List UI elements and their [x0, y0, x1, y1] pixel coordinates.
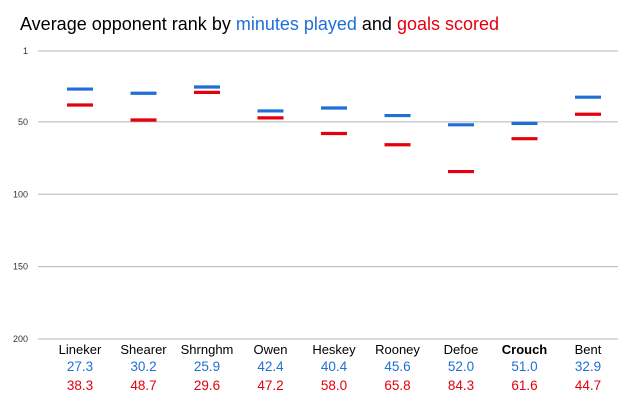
y-tick-100: 100: [13, 189, 28, 199]
category-label-heskey: Heskey: [312, 342, 356, 357]
value-label-goals-scored-rooney: 65.8: [384, 378, 410, 393]
value-label-minutes-played-shrnghm: 25.9: [194, 359, 220, 374]
y-tick-1: 1: [23, 46, 28, 56]
value-label-goals-scored-crouch: 61.6: [511, 378, 537, 393]
value-label-minutes-played-heskey: 40.4: [321, 359, 348, 374]
category-label-shearer: Shearer: [120, 342, 167, 357]
value-label-minutes-played-crouch: 51.0: [511, 359, 537, 374]
gridlines: [38, 50, 618, 340]
category-label-crouch: Crouch: [502, 342, 548, 357]
value-label-goals-scored-heskey: 58.0: [321, 378, 347, 393]
category-labels: Lineker Shearer Shrnghm Owen Heskey Rooney Def…: [59, 342, 602, 357]
category-label-lineker: Lineker: [59, 342, 102, 357]
value-label-minutes-played-rooney: 45.6: [384, 359, 410, 374]
title-conjunction: and: [357, 14, 397, 34]
chart-title: Average opponent rank by minutes played …: [20, 14, 499, 34]
value-label-goals-scored-bent: 44.7: [575, 378, 601, 393]
value-label-minutes-played-defoe: 52.0: [448, 359, 474, 374]
value-label-goals-scored-defoe: 84.3: [448, 378, 474, 393]
value-label-minutes-played-owen: 42.4: [257, 359, 284, 374]
value-label-goals-scored-lineker: 38.3: [67, 378, 93, 393]
title-prefix: Average opponent rank by: [20, 14, 236, 34]
title-series-1: minutes played: [236, 14, 357, 34]
value-labels: 27.3 38.3 30.2 48.7 25.9 29.6 42.4 47.2 40.4 58.0…: [67, 359, 601, 393]
y-tick-50: 50: [18, 117, 28, 127]
title-series-2: goals scored: [397, 14, 499, 34]
value-label-goals-scored-shearer: 48.7: [130, 378, 156, 393]
category-label-owen: Owen: [254, 342, 288, 357]
category-label-bent: Bent: [575, 342, 602, 357]
value-label-goals-scored-owen: 47.2: [257, 378, 283, 393]
category-label-rooney: Rooney: [375, 342, 420, 357]
value-label-minutes-played-lineker: 27.3: [67, 359, 93, 374]
y-tick-200: 200: [13, 334, 28, 344]
category-label-shrnghm: Shrnghm: [181, 342, 234, 357]
y-tick-150: 150: [13, 262, 28, 272]
value-label-minutes-played-bent: 32.9: [575, 359, 601, 374]
value-label-goals-scored-shrnghm: 29.6: [194, 378, 220, 393]
category-label-defoe: Defoe: [444, 342, 479, 357]
value-label-minutes-played-shearer: 30.2: [130, 359, 156, 374]
data-marks: [67, 85, 601, 174]
